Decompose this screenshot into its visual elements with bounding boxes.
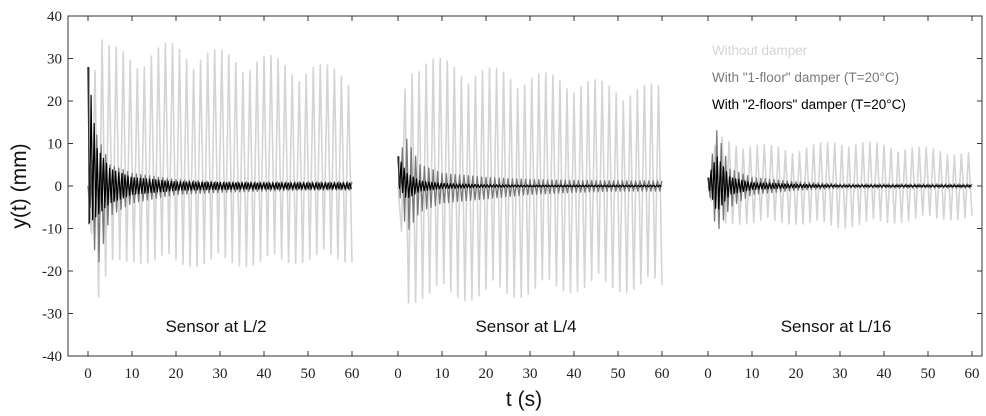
x-tick-label: 40 xyxy=(567,366,582,382)
x-tick-label: 10 xyxy=(125,366,140,382)
series-line-1-floor-damper-panel-3 xyxy=(707,130,973,230)
panel-label-1: Sensor at L/2 xyxy=(165,317,266,336)
x-tick-label: 60 xyxy=(655,366,670,382)
series-line-without-damper-panel-1 xyxy=(87,39,353,298)
legend-entry-2-floors-damper: With "2-floors" damper (T=20°C) xyxy=(712,97,906,112)
series-line-1-floor-damper-panel-1 xyxy=(87,134,353,263)
y-tick-label: 20 xyxy=(47,94,62,110)
x-tick-label: 30 xyxy=(523,366,538,382)
x-tick-label: 50 xyxy=(301,366,316,382)
series-line-1-floor-damper-panel-2 xyxy=(397,138,663,230)
ticks-layer xyxy=(68,15,982,357)
y-tick-label: 0 xyxy=(55,179,63,195)
panel-label-3: Sensor at L/16 xyxy=(781,317,892,336)
series-line-2-floors-damper-panel-2 xyxy=(397,156,662,199)
panel-label-2: Sensor at L/4 xyxy=(475,317,576,336)
legend-entry-without-damper: Without damper xyxy=(712,43,808,58)
y-tick-label: 40 xyxy=(47,9,62,25)
x-axis-label: t (s) xyxy=(506,388,542,411)
x-tick-label: 50 xyxy=(611,366,626,382)
series-line-2-floors-damper-panel-3 xyxy=(707,156,972,210)
y-axis-label: y(t) (mm) xyxy=(8,143,31,228)
x-tick-label: 30 xyxy=(213,366,228,382)
x-tick-label: 40 xyxy=(877,366,892,382)
y-tick-label: -20 xyxy=(42,264,62,280)
y-tick-label: -10 xyxy=(42,222,62,238)
y-tick-label: 10 xyxy=(47,137,62,153)
y-tick-label: -40 xyxy=(42,349,62,365)
x-tick-label: 60 xyxy=(345,366,360,382)
x-tick-label: 0 xyxy=(704,366,712,382)
y-tick-label: 30 xyxy=(47,52,62,68)
x-tick-label: 50 xyxy=(921,366,936,382)
legend: Without damper With "1-floor" damper (T=… xyxy=(712,43,906,112)
y-tick-label: -30 xyxy=(42,307,62,323)
x-tick-label: 60 xyxy=(965,366,980,382)
x-tick-label: 20 xyxy=(479,366,494,382)
text-layer: 40 30 20 10 0 -10 -20 -30 -40 0 10 20 30 40 50 60 Sensor… xyxy=(42,9,980,382)
legend-entry-1-floor-damper: With "1-floor" damper (T=20°C) xyxy=(712,70,899,85)
series-layer xyxy=(87,39,973,304)
x-tick-label: 0 xyxy=(394,366,402,382)
x-tick-label: 40 xyxy=(257,366,272,382)
x-tick-label: 20 xyxy=(169,366,184,382)
x-tick-label: 0 xyxy=(84,366,92,382)
x-tick-label: 10 xyxy=(745,366,760,382)
series-line-2-floors-damper-panel-1 xyxy=(87,66,352,224)
x-tick-label: 10 xyxy=(435,366,450,382)
x-tick-label: 30 xyxy=(833,366,848,382)
x-tick-label: 20 xyxy=(789,366,804,382)
